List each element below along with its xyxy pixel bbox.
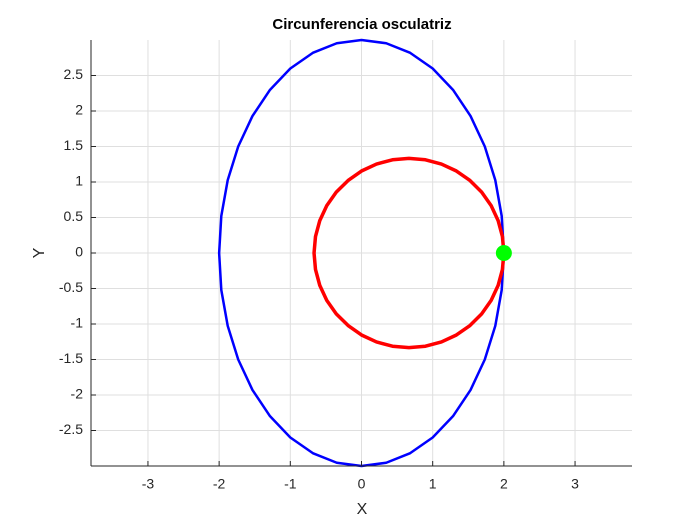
y-tick-label: 1 [75, 173, 83, 189]
chart-title: Circunferencia osculatriz [272, 16, 451, 33]
x-tick-label: -1 [284, 476, 297, 492]
y-axis-label: Y [31, 247, 48, 258]
grid [91, 40, 632, 466]
point [495, 245, 512, 261]
y-tick-label: 0 [75, 244, 83, 260]
y-tick-label: 1.5 [64, 137, 84, 153]
y-tick-label: 0.5 [64, 208, 84, 224]
x-tick-label: 1 [429, 476, 437, 492]
y-tick-label: -1.5 [59, 350, 83, 366]
curve [312, 156, 506, 350]
marks [217, 38, 512, 468]
x-tick-label: -3 [142, 476, 155, 492]
y-tick-label: 2 [75, 102, 83, 118]
y-tick-label: -0.5 [59, 279, 83, 295]
x-tick-label: -2 [213, 476, 226, 492]
x-tick-label: 0 [358, 476, 366, 492]
y-tick-label: 2.5 [64, 66, 84, 82]
y-tick-label: -1 [71, 315, 84, 331]
x-axis-label: X [357, 501, 368, 518]
x-tick-label: 3 [571, 476, 579, 492]
axes [90, 40, 632, 467]
x-tick-label: 2 [500, 476, 508, 492]
y-tick-label: -2.5 [59, 421, 83, 437]
curve [217, 38, 506, 468]
y-tick-label: -2 [71, 386, 84, 402]
